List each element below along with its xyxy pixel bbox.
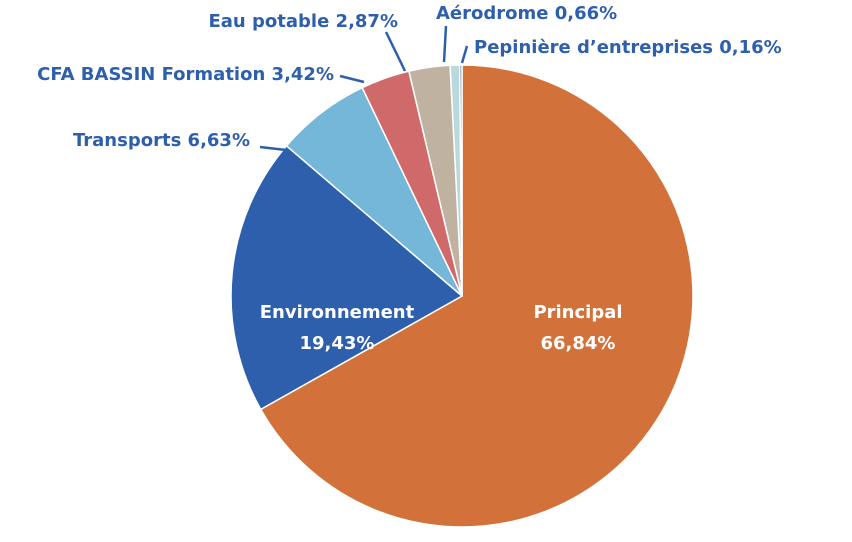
slice-label-aerodrome-0-66: Aérodrome 0,66% — [436, 3, 617, 24]
slice-environnement — [230, 145, 463, 411]
slice-label-principal: Principal 66,84% — [533, 302, 622, 354]
slice-label-transports-6-63: Transports 6,63% — [73, 130, 250, 151]
leader-line-cfa-bassin-formation-3-42 — [339, 74, 365, 84]
slice-principal — [260, 64, 694, 528]
slice-labels: Principal 66,84% Environnement 19,43% Transp… — [37, 3, 782, 354]
slice-label-cfa-bassin-formation-3-42: CFA BASSIN Formation 3,42% — [37, 64, 334, 85]
slice-label-pepiniere-d-entreprises-0-16: Pepinière d’entreprises 0,16% — [474, 37, 782, 58]
slice-label-environnement: Environnement 19,43% — [260, 302, 415, 354]
leader-lines — [259, 25, 469, 152]
leader-line-transports-6-63 — [259, 145, 287, 152]
leader-line-aerodrome-0-66 — [442, 25, 448, 63]
slice-pepiniere-d-entreprises-0-16 — [458, 64, 463, 297]
leader-line-pepiniere-d-entreprises-0-16 — [460, 45, 469, 64]
leader-line-eau-potable-2-87 — [384, 31, 407, 72]
pie-slices — [230, 64, 694, 528]
slice-label-eau-potable-2-87: Eau potable 2,87% — [208, 11, 398, 32]
